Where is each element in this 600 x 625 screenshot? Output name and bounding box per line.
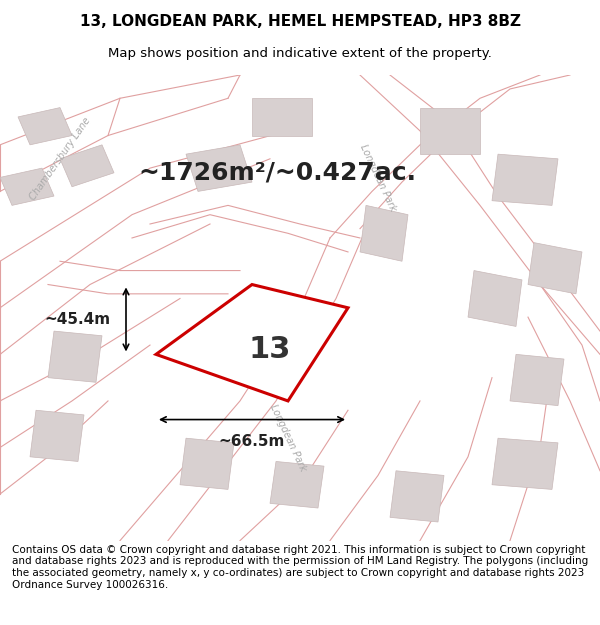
Text: 13, LONGDEAN PARK, HEMEL HEMPSTEAD, HP3 8BZ: 13, LONGDEAN PARK, HEMEL HEMPSTEAD, HP3 …	[79, 14, 521, 29]
Polygon shape	[270, 461, 324, 508]
Polygon shape	[186, 145, 252, 191]
Text: 13: 13	[249, 335, 291, 364]
Polygon shape	[360, 206, 408, 261]
Polygon shape	[60, 145, 114, 187]
Text: ~1726m²/~0.427ac.: ~1726m²/~0.427ac.	[138, 161, 416, 185]
Polygon shape	[492, 154, 558, 206]
Polygon shape	[48, 331, 102, 382]
Polygon shape	[390, 471, 444, 522]
Text: Contains OS data © Crown copyright and database right 2021. This information is : Contains OS data © Crown copyright and d…	[12, 545, 588, 589]
Text: ~66.5m: ~66.5m	[219, 434, 285, 449]
Text: Longdean Park: Longdean Park	[268, 403, 308, 473]
Polygon shape	[156, 284, 348, 401]
Polygon shape	[252, 98, 312, 136]
Polygon shape	[492, 438, 558, 489]
Polygon shape	[468, 271, 522, 326]
Polygon shape	[420, 107, 480, 154]
Text: Chambersbury Lane: Chambersbury Lane	[28, 116, 92, 202]
Polygon shape	[0, 168, 54, 206]
Polygon shape	[510, 354, 564, 406]
Polygon shape	[30, 410, 84, 461]
Polygon shape	[528, 242, 582, 294]
Text: Map shows position and indicative extent of the property.: Map shows position and indicative extent…	[108, 48, 492, 61]
Text: ~45.4m: ~45.4m	[45, 312, 111, 327]
Polygon shape	[180, 438, 234, 489]
Polygon shape	[18, 107, 72, 145]
Text: Longdean Park: Longdean Park	[358, 142, 398, 212]
